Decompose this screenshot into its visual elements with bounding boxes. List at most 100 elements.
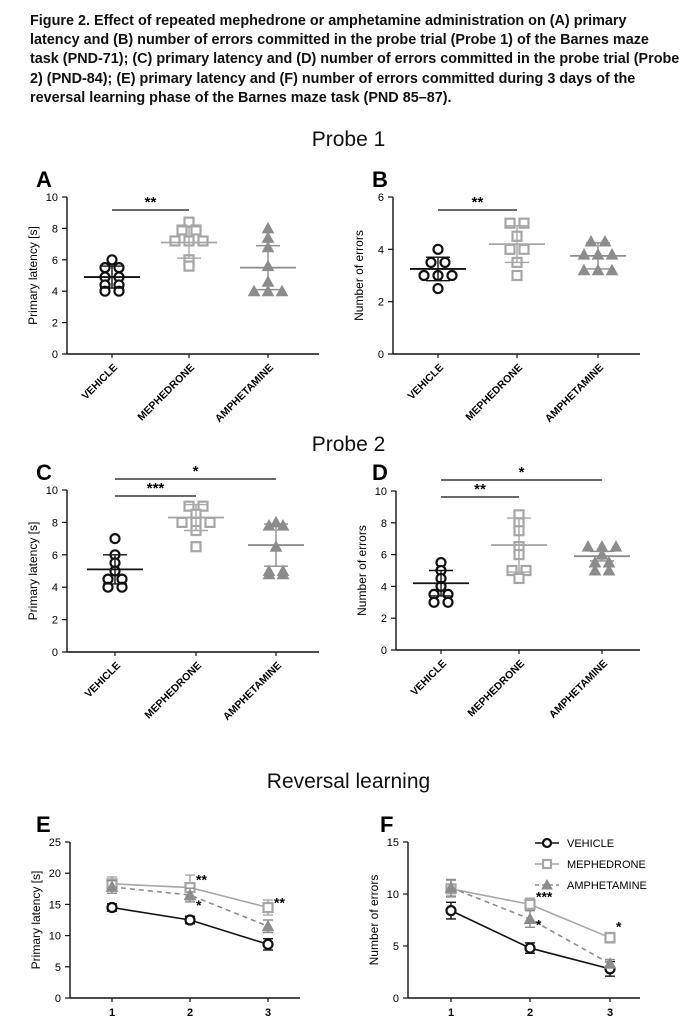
y-tick-label: 6 [52, 255, 58, 267]
significance-label: * [519, 464, 525, 481]
y-axis-label: Number of errors [352, 230, 366, 321]
data-point [605, 248, 619, 260]
data-point [432, 282, 444, 295]
significance-label: *** [536, 888, 553, 904]
y-tick-label: 0 [393, 993, 399, 1005]
data-point [444, 881, 458, 893]
y-tick-label: 6 [52, 550, 58, 562]
data-point [603, 957, 617, 969]
data-point [262, 567, 276, 580]
series-vehicle [106, 901, 274, 951]
data-point [591, 263, 605, 276]
y-tick-label: 2 [52, 615, 58, 627]
data-point [116, 581, 128, 593]
data-point [524, 898, 536, 911]
data-point [598, 234, 612, 247]
panel-letter: C [36, 460, 52, 485]
x-tick-label: 3 [265, 1007, 271, 1019]
significance-label: * [616, 918, 622, 934]
data-point [428, 596, 440, 608]
data-point [183, 260, 195, 272]
panel-letter: A [36, 167, 52, 192]
x-tick-label: 1 [448, 1007, 454, 1019]
significance-label: ** [196, 871, 207, 887]
y-tick-label: 8 [381, 518, 387, 530]
significance-label: ** [472, 194, 484, 211]
data-point [520, 564, 532, 577]
data-point [261, 919, 275, 932]
x-tick-label: VEHICLE [405, 362, 446, 403]
chart-panel-c: 0 2 4 6 8 10 Primary latency [s] C VEHICLE MEPHED… [26, 460, 319, 723]
series-amphetamine [105, 879, 275, 934]
y-tick-label: 10 [387, 889, 399, 901]
series-amphetamine [570, 234, 626, 276]
figure-caption: Figure 2. Effect of repeated mephedrone … [30, 13, 680, 106]
series-mephedrone [168, 500, 224, 553]
section-title-probe1: Probe 1 [311, 128, 386, 151]
series-amphetamine [248, 515, 304, 580]
data-point [176, 224, 188, 236]
x-tick-label: AMPHETAMINE [543, 362, 606, 425]
data-point [109, 532, 121, 545]
data-point [523, 912, 537, 924]
y-tick-label: 0 [52, 349, 58, 361]
panel-letter: F [380, 812, 393, 837]
data-point [262, 519, 276, 531]
x-tick-label: MEPHEDRONE [463, 362, 525, 424]
y-axis-label: Number of errors [367, 875, 381, 966]
series-vehicle [413, 556, 469, 608]
y-tick-label: 2 [52, 318, 58, 330]
data-point [511, 269, 523, 282]
y-axis-label: Number of errors [355, 525, 369, 616]
series-amphetamine [444, 878, 617, 969]
data-point [183, 500, 195, 512]
data-point [247, 284, 261, 297]
legend-label: MEPHEDRONE [567, 859, 646, 871]
series-mephedrone [491, 509, 547, 585]
chart-panel-b: 0 2 4 6 Number of errors B VEHICLE MEPHEDRONE AM… [352, 167, 640, 425]
series-amphetamine [574, 540, 630, 576]
y-tick-label: 6 [381, 550, 387, 562]
legend: VEHICLE MEPHEDRONE AMPHETAMINE [535, 837, 647, 892]
y-axis-label: Primary latency [s] [29, 871, 43, 970]
section-title-probe2: Probe 2 [311, 433, 386, 456]
y-tick-label: 0 [52, 647, 58, 659]
data-point [106, 254, 118, 266]
x-tick-label: 2 [527, 1007, 533, 1019]
y-tick-label: 4 [378, 244, 384, 256]
data-point [524, 942, 536, 954]
y-tick-label: 10 [46, 192, 58, 204]
series-vehicle [445, 901, 616, 977]
y-tick-label: 20 [49, 868, 61, 880]
data-point [418, 269, 430, 282]
x-tick-label: VEHICLE [408, 658, 449, 699]
panel-letter: B [372, 167, 388, 192]
data-point [513, 572, 525, 585]
data-point [262, 901, 274, 914]
y-tick-label: 15 [387, 837, 399, 849]
legend-marker [541, 858, 553, 870]
y-tick-label: 2 [381, 613, 387, 625]
y-tick-label: 2 [378, 297, 384, 309]
significance-label: *** [147, 480, 165, 497]
data-point [609, 540, 623, 552]
data-point [425, 256, 437, 269]
significance-label: ** [145, 194, 157, 211]
data-point [190, 224, 202, 236]
data-point [106, 901, 118, 914]
legend-label: AMPHETAMINE [567, 880, 647, 892]
data-point [176, 516, 188, 529]
data-point [183, 888, 197, 901]
x-tick-label: 2 [187, 1007, 193, 1019]
data-point [105, 880, 119, 892]
series-amphetamine [240, 221, 296, 297]
x-tick-label: AMPHETAMINE [213, 362, 276, 425]
panel-letter: E [36, 812, 51, 837]
data-point [518, 243, 530, 255]
data-point [275, 284, 289, 297]
series-mephedrone [489, 217, 545, 282]
y-axis-label: Primary latency [s] [26, 522, 40, 621]
y-tick-label: 15 [49, 899, 61, 911]
